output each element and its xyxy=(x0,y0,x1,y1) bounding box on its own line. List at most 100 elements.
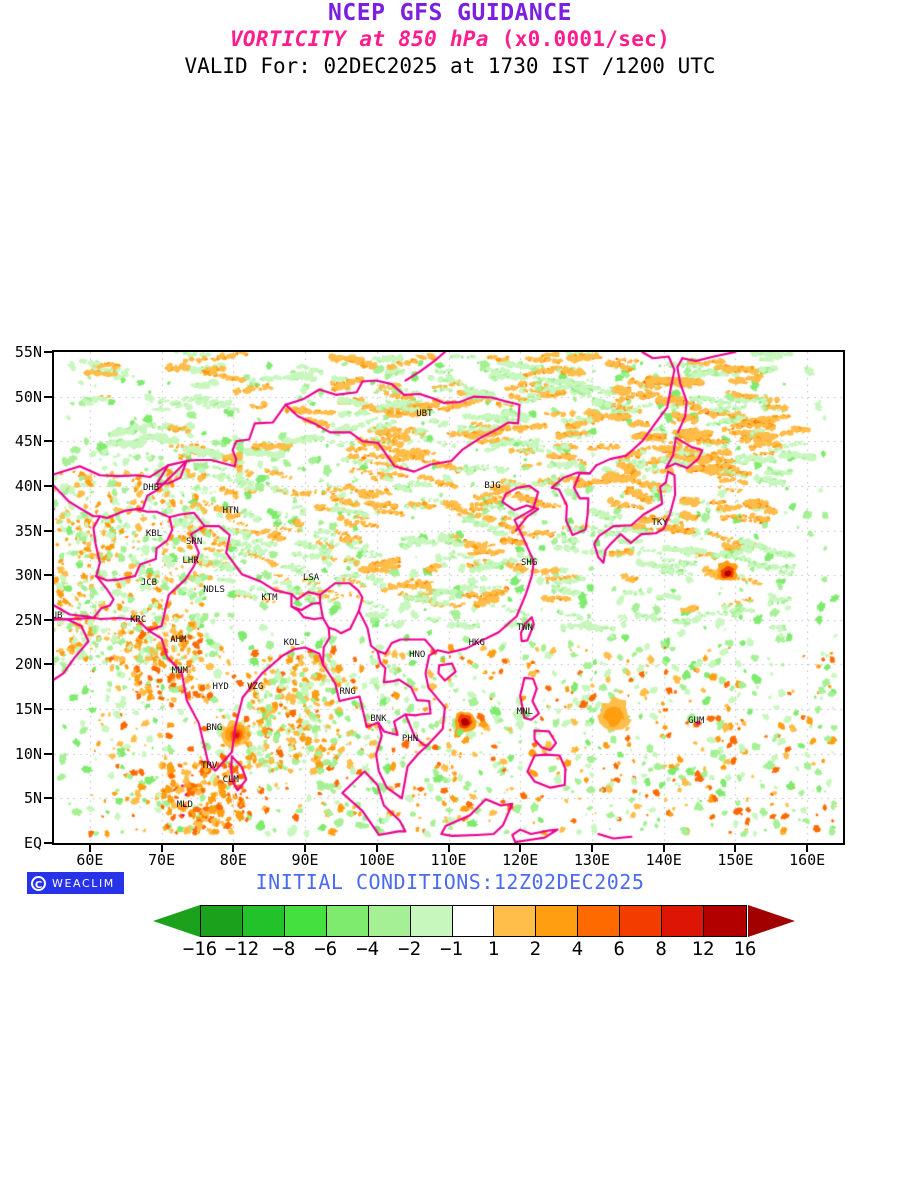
city-label-trv: TRV xyxy=(201,761,218,772)
initial-conditions-label: INITIAL CONDITIONS:12Z02DEC2025 xyxy=(255,870,645,894)
city-label-dub: DUB xyxy=(52,611,63,622)
longitude-tick-90E: 90E xyxy=(291,851,319,869)
colorbar-tick--16: −16 xyxy=(182,938,218,960)
colorbar-band-0 xyxy=(201,906,243,936)
colorbar-tick--2: −2 xyxy=(398,938,422,960)
city-label-dhb: DHB xyxy=(142,482,160,493)
city-label-gum: GUM xyxy=(688,716,705,727)
city-label-ubt: UBT xyxy=(416,409,433,420)
city-label-hkg: HKG xyxy=(468,637,485,648)
longitude-tick-100E: 100E xyxy=(358,851,395,869)
longitude-tick-70E: 70E xyxy=(148,851,176,869)
city-label-kol: KOL xyxy=(283,637,300,648)
city-label-hno: HNO xyxy=(409,649,426,660)
colorbar-tick-1: 1 xyxy=(487,938,500,960)
city-label-mum: MUM xyxy=(171,666,188,677)
colorbar-tick--6: −6 xyxy=(314,938,338,960)
colorbar-band-10 xyxy=(620,906,663,936)
longitude-tick-110E: 110E xyxy=(430,851,467,869)
city-label-tky: TKY xyxy=(651,518,668,529)
colorbar-band-3 xyxy=(326,906,369,936)
city-label-bng: BNG xyxy=(206,722,223,733)
city-label-lhr: LHR xyxy=(182,555,199,566)
colorbar-band-8 xyxy=(536,906,579,936)
city-label-kbl: KBL xyxy=(145,529,163,539)
city-label-rng: RNG xyxy=(339,687,356,698)
colorbar-arrow-low xyxy=(153,905,200,937)
longitude-tick-mark xyxy=(447,844,450,852)
longitude-tick-mark xyxy=(519,844,522,852)
city-label-bnk: BNK xyxy=(370,713,387,724)
city-label-bjg: BJG xyxy=(484,480,501,491)
city-label-htn: HTN xyxy=(222,505,239,516)
weaclim-logo-text: WEACLIM xyxy=(52,876,115,890)
colorbar-band-2 xyxy=(284,906,327,936)
weaclim-logo[interactable]: C WEACLIM xyxy=(27,872,124,894)
latitude-tick-mark xyxy=(44,351,52,353)
city-label-vzg: VZG xyxy=(246,681,264,692)
latitude-tick-15N: 15N xyxy=(14,700,42,719)
colorbar-band-11 xyxy=(662,906,705,936)
longitude-tick-80E: 80E xyxy=(219,851,247,869)
colorbar: −16 −12 −8 −6 −4 −2 −1 1 2 4 6 8 12 16 xyxy=(0,900,900,960)
title-line-variable: VORTICITY at 850 hPa (x0.0001/sec) xyxy=(0,26,900,52)
title-block: NCEP GFS GUIDANCE VORTICITY at 850 hPa (… xyxy=(0,0,900,80)
city-label-mld: MLD xyxy=(176,799,193,810)
latitude-tick-mark xyxy=(44,440,52,443)
colorbar-band-7 xyxy=(494,906,537,936)
latitude-tick-mark xyxy=(44,395,52,398)
latitude-tick-mark xyxy=(44,618,52,621)
title-line-model: NCEP GFS GUIDANCE xyxy=(328,0,572,26)
colorbar-band-1 xyxy=(242,906,285,936)
city-label-jcb: JCB xyxy=(140,578,158,589)
latitude-tick-EQ: EQ xyxy=(23,834,42,852)
latitude-tick-mark xyxy=(44,484,52,487)
colorbar-tick-4: 4 xyxy=(571,938,584,960)
longitude-tick-mark xyxy=(160,844,163,852)
latitude-tick-mark xyxy=(44,574,52,577)
longitude-tick-mark xyxy=(590,844,593,852)
longitude-tick-130E: 130E xyxy=(573,851,611,869)
colorbar-tick--4: −4 xyxy=(356,938,380,960)
longitude-tick-mark xyxy=(806,844,809,852)
latitude-tick-mark xyxy=(44,797,52,800)
city-label-srn: SRN xyxy=(186,537,203,548)
longitude-tick-mark xyxy=(304,844,307,852)
city-label-ahm: AHM xyxy=(170,635,187,646)
longitude-tick-120E: 120E xyxy=(502,851,539,869)
latitude-tick-50N: 50N xyxy=(14,387,42,406)
colorbar-tick--8: −8 xyxy=(272,938,296,960)
colorbar-tick--12: −12 xyxy=(224,938,260,960)
latitude-tick-35N: 35N xyxy=(14,521,42,540)
map-plot-area[interactable]: DUB KRC KBL DHB HTN SRN LHR JCB NDLS KTM LSA AHM KOL… xyxy=(52,350,845,845)
longitude-tick-mark xyxy=(232,844,235,852)
longitude-tick-160E: 160E xyxy=(789,851,826,869)
colorbar-band-6 xyxy=(452,906,495,936)
colorbar-tick-8: 8 xyxy=(655,938,667,960)
city-label-lsa: LSA xyxy=(302,572,320,583)
colorbar-band-4 xyxy=(368,906,411,936)
colorbar-tick-2: 2 xyxy=(529,938,542,960)
colorbar-tick-12: 12 xyxy=(691,938,715,960)
city-label-ndls: NDLS xyxy=(203,585,225,596)
colorbar-arrow-high xyxy=(748,905,795,937)
city-label-mnl: MNL xyxy=(516,706,533,717)
colorbar-tick-6: 6 xyxy=(613,938,625,960)
copyright-icon: C xyxy=(31,875,46,891)
title-line-valid: VALID For: 02DEC2025 at 1730 IST /1200 U… xyxy=(184,54,716,78)
city-label-phn: PHN xyxy=(401,734,419,745)
latitude-tick-mark xyxy=(44,529,52,532)
latitude-tick-55N: 55N xyxy=(14,343,42,361)
colorbar-band-12 xyxy=(704,906,746,936)
latitude-tick-20N: 20N xyxy=(14,655,42,674)
longitude-tick-mark xyxy=(734,844,737,852)
longitude-tick-60E: 60E xyxy=(76,851,104,869)
colorbar-bands xyxy=(200,905,747,937)
latitude-tick-mark xyxy=(44,663,52,666)
latitude-tick-10N: 10N xyxy=(14,744,42,763)
title-variable-text: VORTICITY at 850 hPa xyxy=(229,27,502,51)
longitude-tick-150E: 150E xyxy=(717,851,754,869)
colorbar-band-9 xyxy=(578,906,621,936)
colorbar-tick-16: 16 xyxy=(733,938,757,960)
